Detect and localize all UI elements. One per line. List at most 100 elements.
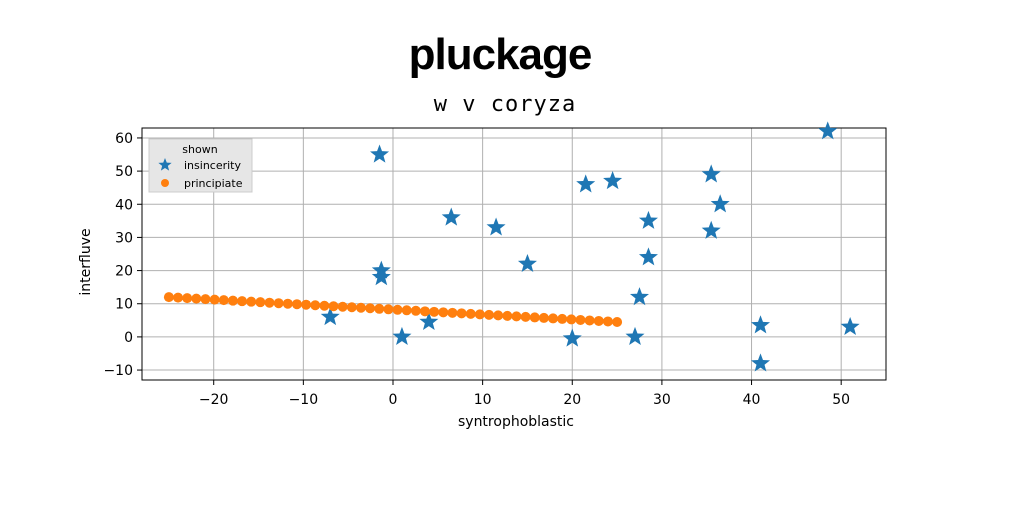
x-tick-label: −10 bbox=[289, 392, 319, 408]
principiate-point bbox=[273, 298, 284, 309]
principiate-point bbox=[374, 303, 385, 314]
legend-marker-principiate bbox=[161, 179, 169, 187]
y-tick-label: 10 bbox=[115, 297, 133, 313]
principiate-point bbox=[264, 297, 275, 308]
principiate-point bbox=[484, 309, 495, 320]
insincerity-point bbox=[629, 287, 649, 306]
principiate-point bbox=[520, 311, 531, 322]
insincerity-point bbox=[638, 247, 658, 266]
principiate-point bbox=[493, 310, 504, 321]
y-tick-label: 50 bbox=[115, 164, 133, 180]
principiate-point bbox=[227, 295, 238, 306]
principiate-point bbox=[200, 294, 211, 305]
principiate-point bbox=[246, 296, 257, 307]
principiate-point bbox=[529, 312, 540, 323]
principiate-point bbox=[548, 313, 559, 324]
principiate-point bbox=[566, 314, 577, 325]
principiate-point bbox=[438, 307, 449, 318]
y-tick-label: 30 bbox=[115, 230, 133, 246]
principiate-point bbox=[465, 308, 476, 319]
principiate-point bbox=[538, 312, 549, 323]
insincerity-point bbox=[751, 353, 771, 372]
principiate-point bbox=[291, 299, 302, 310]
principiate-point bbox=[584, 315, 595, 326]
insincerity-point bbox=[710, 194, 730, 213]
x-axis-label: syntrophoblastic bbox=[458, 414, 574, 430]
insincerity-point bbox=[603, 171, 623, 190]
principiate-point bbox=[282, 298, 293, 309]
insincerity-point bbox=[701, 220, 721, 239]
x-tick-label: 30 bbox=[653, 392, 671, 408]
principiate-point bbox=[319, 300, 330, 311]
principiate-point bbox=[209, 294, 220, 305]
insincerity-point bbox=[419, 311, 439, 331]
legend-title: shown bbox=[182, 143, 217, 156]
insincerity-point bbox=[701, 164, 721, 183]
chart-title: pluckage bbox=[408, 30, 593, 79]
insincerity-point bbox=[486, 217, 506, 236]
principiate-point bbox=[474, 309, 485, 320]
principiate-point bbox=[218, 295, 229, 306]
principiate-point bbox=[328, 301, 339, 312]
principiate-point bbox=[346, 302, 357, 313]
insincerity-point bbox=[392, 326, 412, 345]
insincerity-point bbox=[638, 210, 658, 229]
principiate-point bbox=[401, 305, 412, 316]
principiate-point bbox=[410, 305, 421, 316]
plot-frame bbox=[141, 127, 887, 381]
axis-ticks: −20 −10 0 10 20 30 40 50 −10 0 10 20 30 40 50 60 bbox=[103, 131, 850, 408]
principiate-point bbox=[557, 313, 568, 324]
principiate-point bbox=[612, 316, 623, 327]
insincerity-point bbox=[320, 307, 340, 326]
insincerity-point bbox=[576, 174, 596, 193]
principiate-point bbox=[447, 307, 458, 318]
principiate-point bbox=[456, 308, 467, 319]
principiate-point bbox=[237, 296, 248, 307]
insincerity-point bbox=[371, 267, 391, 286]
principiate-point bbox=[575, 314, 586, 325]
y-tick-label: 20 bbox=[115, 264, 133, 280]
insincerity-point bbox=[370, 144, 390, 163]
x-tick-label: 50 bbox=[832, 392, 850, 408]
grid bbox=[142, 128, 886, 380]
y-tick-label: −10 bbox=[103, 363, 133, 379]
y-tick-label: 60 bbox=[115, 131, 133, 147]
x-tick-label: −20 bbox=[199, 392, 229, 408]
principiate-point bbox=[365, 303, 376, 314]
x-tick-label: 20 bbox=[563, 392, 581, 408]
principiate-point bbox=[337, 301, 348, 312]
principiate-point bbox=[392, 304, 403, 315]
data-points bbox=[163, 121, 860, 372]
principiate-point bbox=[593, 315, 604, 326]
principiate-point bbox=[511, 311, 522, 322]
principiate-point bbox=[163, 292, 174, 303]
x-tick-label: 0 bbox=[389, 392, 398, 408]
legend-marker-insincerity bbox=[158, 158, 172, 171]
principiate-point bbox=[602, 316, 613, 327]
principiate-point bbox=[310, 300, 321, 311]
y-axis-label: interfluve bbox=[78, 228, 94, 295]
insincerity-point bbox=[562, 328, 582, 347]
x-tick-label: 40 bbox=[743, 392, 761, 408]
legend: shown insincerity principiate bbox=[148, 138, 253, 193]
insincerity-point bbox=[441, 207, 461, 226]
principiate-point bbox=[191, 293, 202, 304]
y-tick-label: 0 bbox=[124, 330, 133, 346]
legend-label: principiate bbox=[184, 177, 243, 190]
principiate-point bbox=[255, 297, 266, 308]
insincerity-point bbox=[818, 121, 838, 140]
x-tick-label: 10 bbox=[474, 392, 492, 408]
principiate-point bbox=[383, 304, 394, 315]
chart-subtitle: w v coryza bbox=[433, 92, 577, 117]
principiate-point bbox=[502, 310, 513, 321]
principiate-point bbox=[182, 293, 193, 304]
principiate-point bbox=[301, 299, 312, 310]
insincerity-point bbox=[751, 315, 771, 334]
y-tick-label: 40 bbox=[115, 197, 133, 213]
principiate-point bbox=[429, 306, 440, 317]
principiate-point bbox=[173, 292, 184, 303]
principiate-point bbox=[420, 306, 431, 317]
insincerity-point bbox=[840, 316, 860, 336]
legend-label: insincerity bbox=[184, 159, 241, 172]
